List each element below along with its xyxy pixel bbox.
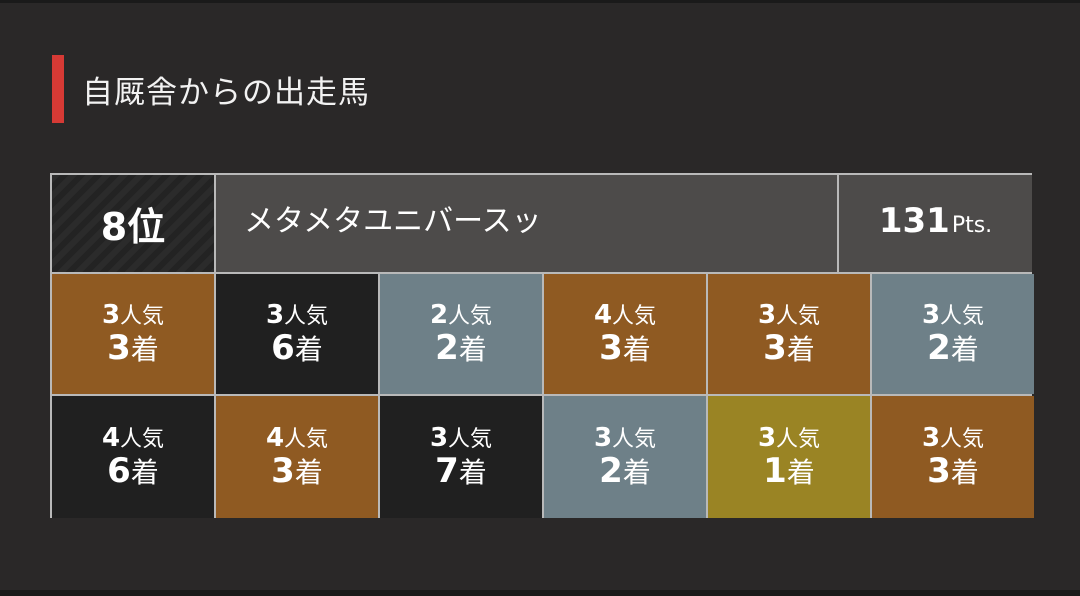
section-title: 自厩舎からの出走馬 (82, 74, 370, 111)
popularity-label: 3人気 (593, 422, 657, 453)
rank-badge: 8位 (52, 175, 214, 272)
horse-result-board: 8位 メタメタユニバースッ 131 Pts. 3人気 3着 3人気 6着 2人気… (50, 173, 1034, 518)
results-row-1: 3人気 3着 3人気 6着 2人気 2着 4人気 3着 3人気 3着 3人気 2… (52, 274, 1034, 394)
accent-bar (52, 55, 64, 123)
race-result-cell: 4人気 3着 (216, 396, 378, 518)
race-result-cell: 3人気 6着 (216, 274, 378, 394)
section-header: 自厩舎からの出走馬 (52, 55, 370, 123)
horse-summary-row: 8位 メタメタユニバースッ 131 Pts. (52, 175, 1034, 272)
popularity-label: 4人気 (265, 422, 329, 453)
finish-label: 3着 (599, 327, 651, 368)
points-unit: Pts. (951, 213, 993, 238)
points-value: 131 (878, 201, 950, 241)
finish-label: 3着 (927, 450, 979, 491)
race-result-cell: 3人気 7着 (380, 396, 542, 518)
finish-label: 6着 (271, 327, 323, 368)
finish-label: 3着 (107, 327, 159, 368)
finish-label: 6着 (107, 450, 159, 491)
race-result-cell: 2人気 2着 (380, 274, 542, 394)
race-result-cell: 3人気 2着 (872, 274, 1034, 394)
popularity-label: 3人気 (429, 422, 493, 453)
race-result-cell: 3人気 3着 (872, 396, 1034, 518)
popularity-label: 3人気 (757, 422, 821, 453)
popularity-label: 3人気 (921, 422, 985, 453)
race-result-cell: 3人気 2着 (544, 396, 706, 518)
race-result-cell: 3人気 3着 (52, 274, 214, 394)
race-result-cell: 3人気 1着 (708, 396, 870, 518)
popularity-label: 2人気 (429, 299, 493, 330)
finish-label: 2着 (435, 327, 487, 368)
horse-name[interactable]: メタメタユニバースッ (216, 175, 837, 272)
popularity-label: 4人気 (593, 299, 657, 330)
race-result-cell: 4人気 6着 (52, 396, 214, 518)
popularity-label: 3人気 (101, 299, 165, 330)
popularity-label: 3人気 (921, 299, 985, 330)
race-result-cell: 4人気 3着 (544, 274, 706, 394)
finish-label: 7着 (435, 450, 487, 491)
points-display: 131 Pts. (839, 175, 1032, 272)
finish-label: 2着 (599, 450, 651, 491)
race-result-cell: 3人気 3着 (708, 274, 870, 394)
finish-label: 2着 (927, 327, 979, 368)
finish-label: 1着 (763, 450, 815, 491)
popularity-label: 4人気 (101, 422, 165, 453)
popularity-label: 3人気 (265, 299, 329, 330)
finish-label: 3着 (271, 450, 323, 491)
finish-label: 3着 (763, 327, 815, 368)
popularity-label: 3人気 (757, 299, 821, 330)
results-row-2: 4人気 6着 4人気 3着 3人気 7着 3人気 2着 3人気 1着 3人気 3… (52, 396, 1034, 518)
